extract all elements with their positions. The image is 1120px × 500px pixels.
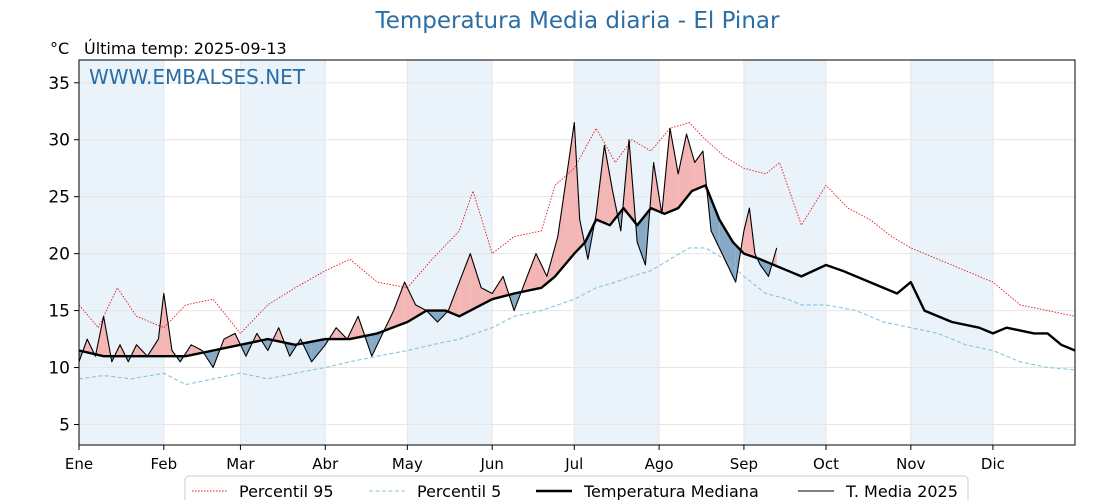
above-median-fill-70: [743, 208, 750, 256]
series-line-current: [78, 122, 778, 369]
above-median-fill-47: [557, 179, 567, 274]
above-median-fill-34: [415, 304, 427, 318]
above-median-fill-45: [536, 253, 547, 289]
legend: Percentil 95 Percentil 5 Temperatura Media…: [184, 475, 969, 500]
legend-label-p5: Percentil 5: [417, 482, 501, 500]
series-line-p95: [78, 122, 1076, 334]
unit-label: °C: [50, 39, 70, 58]
x-tick-label-jun: Jun: [479, 455, 503, 473]
x-tick-label-dic: Dic: [981, 455, 1005, 473]
above-median-fill-64: [694, 151, 703, 190]
month-band-1: [240, 60, 326, 445]
above-median-fill-38: [459, 253, 471, 317]
y-tick-label-20: 20: [48, 245, 70, 265]
above-median-fill-61: [670, 128, 679, 212]
y-tick-label-30: 30: [48, 131, 70, 151]
legend-label-median: Temperatura Mediana: [583, 482, 759, 500]
legend-box: [184, 475, 969, 500]
y-tick-label-15: 15: [48, 302, 70, 322]
below-median-fill-68: [727, 233, 736, 283]
below-median-fill-66: [711, 199, 720, 248]
x-tick-label-ago: Ago: [645, 455, 674, 473]
y-tick-label-35: 35: [48, 74, 70, 94]
above-median-fill-41: [492, 276, 504, 300]
above-median-fill-48: [566, 122, 575, 264]
x-tick-label-oct: Oct: [813, 455, 839, 473]
x-tick-label-ene: Ene: [65, 455, 93, 473]
series-line-p5: [78, 247, 1076, 386]
y-tick-label-5: 5: [59, 415, 70, 435]
x-tick-label-abr: Abr: [312, 455, 339, 473]
x-tick-label-mar: Mar: [226, 455, 255, 473]
below-median-fill-25: [311, 339, 326, 362]
x-tick-label-jul: Jul: [564, 455, 583, 473]
anomaly-fill-group: [79, 122, 777, 368]
y-tick-label-25: 25: [48, 188, 70, 208]
above-median-fill-44: [525, 253, 536, 292]
month-band-5: [910, 60, 993, 445]
above-median-fill-17: [224, 333, 235, 349]
above-median-fill-53: [604, 145, 613, 223]
y-tick-label-10: 10: [48, 359, 70, 379]
watermark-text: WWW.EMBALSES.NET: [89, 65, 306, 89]
plot-frame: [78, 59, 1076, 446]
above-median-fill-63: [686, 134, 695, 198]
x-tick-label-may: May: [392, 455, 423, 473]
below-median-fill-73: [760, 259, 769, 277]
last-temp-label: Última temp: 2025-09-13: [84, 39, 287, 58]
series-line-median: [78, 184, 1076, 358]
x-tick-label-nov: Nov: [896, 455, 925, 473]
month-band-4: [743, 60, 826, 445]
legend-label-p95: Percentil 95: [239, 482, 334, 500]
above-median-fill-39: [470, 253, 482, 311]
x-tick-label-sep: Sep: [730, 455, 758, 473]
month-band-0: [79, 60, 164, 445]
legend-label-current: T. Media 2025: [845, 482, 958, 500]
above-median-fill-33: [404, 282, 416, 323]
above-median-fill-32: [393, 282, 405, 328]
above-median-fill-62: [678, 134, 687, 209]
chart-title: Temperatura Media diaria - El Pinar: [375, 8, 780, 34]
below-median-fill-57: [637, 214, 646, 265]
month-band-2: [407, 60, 493, 445]
x-tick-label-feb: Feb: [151, 455, 178, 473]
